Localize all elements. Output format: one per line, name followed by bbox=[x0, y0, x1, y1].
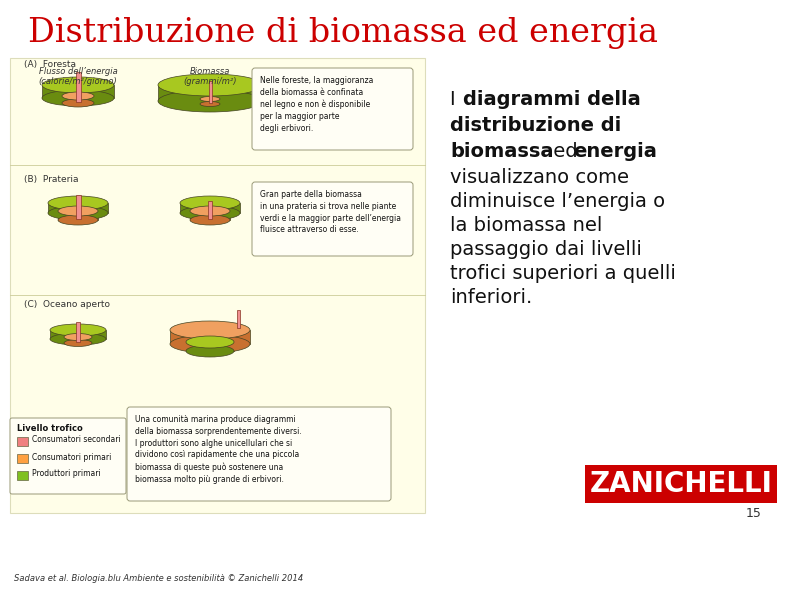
Text: distribuzione di: distribuzione di bbox=[450, 116, 621, 135]
Ellipse shape bbox=[170, 321, 250, 339]
Text: visualizzano come: visualizzano come bbox=[450, 168, 629, 187]
Ellipse shape bbox=[58, 206, 98, 216]
Polygon shape bbox=[190, 211, 230, 220]
Text: Produttori primari: Produttori primari bbox=[32, 469, 101, 478]
Ellipse shape bbox=[58, 215, 98, 225]
Polygon shape bbox=[75, 195, 80, 219]
Polygon shape bbox=[209, 81, 211, 103]
Ellipse shape bbox=[186, 336, 234, 348]
Polygon shape bbox=[62, 96, 94, 103]
FancyBboxPatch shape bbox=[252, 68, 413, 150]
FancyBboxPatch shape bbox=[10, 58, 425, 513]
Ellipse shape bbox=[190, 206, 230, 216]
Ellipse shape bbox=[50, 333, 106, 345]
FancyBboxPatch shape bbox=[17, 471, 28, 480]
Polygon shape bbox=[42, 85, 114, 98]
Ellipse shape bbox=[200, 102, 220, 107]
Polygon shape bbox=[200, 99, 220, 104]
Text: Gran parte della biomassa
in una prateria si trova nelle piante
verdi e la maggi: Gran parte della biomassa in una prateri… bbox=[260, 190, 401, 234]
Text: ed: ed bbox=[547, 142, 584, 161]
Polygon shape bbox=[75, 72, 80, 102]
Text: Livello trofico: Livello trofico bbox=[17, 424, 83, 433]
Polygon shape bbox=[180, 203, 240, 213]
Polygon shape bbox=[58, 211, 98, 220]
Polygon shape bbox=[186, 342, 234, 351]
FancyBboxPatch shape bbox=[252, 182, 413, 256]
Text: Una comunità marina produce diagrammi
della biomassa sorprendentemente diversi.
: Una comunità marina produce diagrammi de… bbox=[135, 415, 302, 484]
Ellipse shape bbox=[186, 345, 234, 357]
FancyBboxPatch shape bbox=[127, 407, 391, 501]
Text: Nelle foreste, la maggioranza
della biomassa è confinata
nel legno e non è dispo: Nelle foreste, la maggioranza della biom… bbox=[260, 76, 373, 133]
Text: (A)  Foresta: (A) Foresta bbox=[24, 60, 76, 69]
FancyBboxPatch shape bbox=[585, 465, 777, 503]
Ellipse shape bbox=[42, 90, 114, 106]
Ellipse shape bbox=[42, 77, 114, 93]
Text: passaggio dai livelli: passaggio dai livelli bbox=[450, 240, 642, 259]
Polygon shape bbox=[76, 322, 80, 342]
Text: I: I bbox=[450, 90, 462, 109]
Text: trofici superiori a quelli: trofici superiori a quelli bbox=[450, 264, 676, 283]
Ellipse shape bbox=[62, 99, 94, 107]
Ellipse shape bbox=[50, 324, 106, 336]
Ellipse shape bbox=[158, 90, 262, 112]
Polygon shape bbox=[50, 330, 106, 339]
Text: la biomassa nel: la biomassa nel bbox=[450, 216, 603, 235]
Polygon shape bbox=[208, 201, 212, 219]
Ellipse shape bbox=[158, 74, 262, 96]
Text: Flusso dell’energia
(calorie/m²/giorno): Flusso dell’energia (calorie/m²/giorno) bbox=[39, 67, 118, 86]
FancyBboxPatch shape bbox=[10, 418, 126, 494]
Text: ZANICHELLI: ZANICHELLI bbox=[590, 470, 773, 498]
Text: inferiori.: inferiori. bbox=[450, 288, 532, 307]
FancyBboxPatch shape bbox=[17, 437, 28, 446]
Text: Biomassa
(grammi/m²): Biomassa (grammi/m²) bbox=[183, 67, 237, 86]
Text: Consumatori secondari: Consumatori secondari bbox=[32, 436, 121, 444]
Ellipse shape bbox=[180, 206, 240, 220]
Ellipse shape bbox=[190, 215, 230, 225]
Ellipse shape bbox=[48, 196, 108, 210]
Polygon shape bbox=[237, 310, 240, 328]
Ellipse shape bbox=[48, 206, 108, 220]
FancyBboxPatch shape bbox=[17, 454, 28, 463]
Polygon shape bbox=[158, 85, 262, 101]
Polygon shape bbox=[48, 203, 108, 213]
Ellipse shape bbox=[64, 340, 92, 346]
Text: Sadava et al. Biologia.blu Ambiente e sostenibilità © Zanichelli 2014: Sadava et al. Biologia.blu Ambiente e so… bbox=[14, 574, 303, 583]
Text: energia: energia bbox=[573, 142, 657, 161]
Ellipse shape bbox=[64, 334, 92, 340]
Text: 15: 15 bbox=[746, 507, 762, 520]
Text: Consumatori primari: Consumatori primari bbox=[32, 453, 111, 462]
Ellipse shape bbox=[62, 92, 94, 100]
Text: (B)  Prateria: (B) Prateria bbox=[24, 175, 79, 184]
Text: diagrammi della: diagrammi della bbox=[463, 90, 641, 109]
Text: diminuisce l’energia o: diminuisce l’energia o bbox=[450, 192, 665, 211]
Polygon shape bbox=[64, 337, 92, 343]
Ellipse shape bbox=[200, 96, 220, 102]
Ellipse shape bbox=[180, 196, 240, 210]
Text: biomassa: biomassa bbox=[450, 142, 553, 161]
Text: Distribuzione di biomassa ed energia: Distribuzione di biomassa ed energia bbox=[28, 17, 658, 49]
Text: (C)  Oceano aperto: (C) Oceano aperto bbox=[24, 300, 110, 309]
Polygon shape bbox=[170, 330, 250, 344]
Ellipse shape bbox=[170, 335, 250, 353]
